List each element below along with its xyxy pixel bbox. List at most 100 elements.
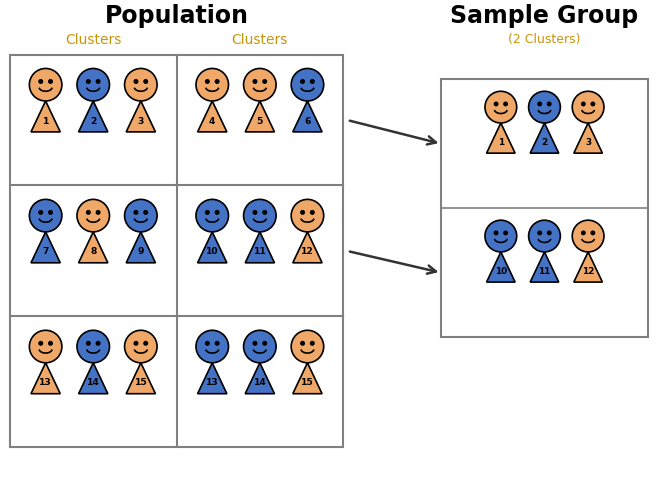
Circle shape	[291, 199, 324, 232]
Polygon shape	[79, 363, 108, 393]
Polygon shape	[245, 363, 275, 393]
Text: 2: 2	[542, 138, 547, 147]
Text: 3: 3	[585, 138, 591, 147]
Text: Sample Group: Sample Group	[450, 4, 639, 28]
Text: 12: 12	[301, 247, 314, 257]
Polygon shape	[487, 123, 515, 153]
Text: 6: 6	[305, 116, 310, 126]
Polygon shape	[126, 232, 156, 263]
Text: 10: 10	[495, 267, 507, 276]
Circle shape	[196, 69, 228, 101]
Circle shape	[547, 231, 551, 235]
Circle shape	[301, 80, 305, 83]
Circle shape	[485, 220, 517, 252]
Circle shape	[39, 80, 42, 83]
Polygon shape	[245, 232, 275, 263]
Circle shape	[29, 69, 62, 101]
Circle shape	[244, 69, 276, 101]
Circle shape	[495, 231, 498, 235]
Circle shape	[582, 231, 585, 235]
Polygon shape	[245, 101, 275, 132]
Circle shape	[301, 341, 305, 345]
Text: 5: 5	[257, 116, 263, 126]
Circle shape	[263, 80, 267, 83]
Circle shape	[244, 330, 276, 363]
Circle shape	[206, 80, 209, 83]
Circle shape	[504, 231, 507, 235]
Circle shape	[591, 231, 594, 235]
Text: 12: 12	[582, 267, 594, 276]
Polygon shape	[31, 101, 60, 132]
Bar	[10, 55, 343, 447]
Circle shape	[215, 210, 219, 214]
Text: Population: Population	[105, 4, 248, 28]
Circle shape	[96, 210, 100, 214]
Circle shape	[291, 330, 324, 363]
Circle shape	[253, 210, 257, 214]
Circle shape	[49, 210, 52, 214]
Polygon shape	[530, 252, 559, 282]
Circle shape	[528, 220, 560, 252]
Text: 13: 13	[39, 378, 52, 387]
Polygon shape	[31, 363, 60, 393]
Polygon shape	[530, 123, 559, 153]
Circle shape	[572, 91, 604, 123]
Polygon shape	[197, 101, 227, 132]
Text: 13: 13	[206, 378, 218, 387]
Circle shape	[310, 341, 314, 345]
Circle shape	[124, 69, 157, 101]
Circle shape	[253, 341, 257, 345]
Polygon shape	[293, 101, 322, 132]
Polygon shape	[79, 232, 108, 263]
Circle shape	[96, 341, 100, 345]
Circle shape	[196, 199, 228, 232]
Circle shape	[87, 80, 90, 83]
Circle shape	[263, 210, 267, 214]
Circle shape	[87, 341, 90, 345]
Circle shape	[144, 210, 148, 214]
Text: Clusters: Clusters	[232, 33, 288, 47]
Text: 1: 1	[42, 116, 49, 126]
Polygon shape	[126, 101, 156, 132]
Polygon shape	[293, 363, 322, 393]
Circle shape	[547, 102, 551, 106]
Circle shape	[485, 91, 517, 123]
Polygon shape	[197, 363, 227, 393]
Circle shape	[39, 210, 42, 214]
Circle shape	[495, 102, 498, 106]
Polygon shape	[197, 232, 227, 263]
Circle shape	[196, 330, 228, 363]
Bar	[442, 79, 647, 337]
Circle shape	[591, 102, 594, 106]
Circle shape	[310, 210, 314, 214]
Text: 11: 11	[254, 247, 266, 257]
Circle shape	[49, 80, 52, 83]
Circle shape	[77, 199, 109, 232]
Text: 15: 15	[134, 378, 147, 387]
Circle shape	[144, 341, 148, 345]
Circle shape	[77, 69, 109, 101]
Circle shape	[538, 102, 542, 106]
Text: 7: 7	[42, 247, 49, 257]
Text: Clusters: Clusters	[65, 33, 121, 47]
Text: 3: 3	[138, 116, 144, 126]
Circle shape	[144, 80, 148, 83]
Text: 14: 14	[254, 378, 266, 387]
Circle shape	[96, 80, 100, 83]
Circle shape	[215, 341, 219, 345]
Text: 4: 4	[209, 116, 215, 126]
Text: 2: 2	[90, 116, 97, 126]
Circle shape	[215, 80, 219, 83]
Polygon shape	[487, 252, 515, 282]
Circle shape	[301, 210, 305, 214]
Circle shape	[253, 80, 257, 83]
Circle shape	[244, 199, 276, 232]
Circle shape	[87, 210, 90, 214]
Polygon shape	[293, 232, 322, 263]
Circle shape	[291, 69, 324, 101]
Text: 1: 1	[498, 138, 504, 147]
Circle shape	[124, 199, 157, 232]
Circle shape	[528, 91, 560, 123]
Circle shape	[49, 341, 52, 345]
Circle shape	[504, 102, 507, 106]
